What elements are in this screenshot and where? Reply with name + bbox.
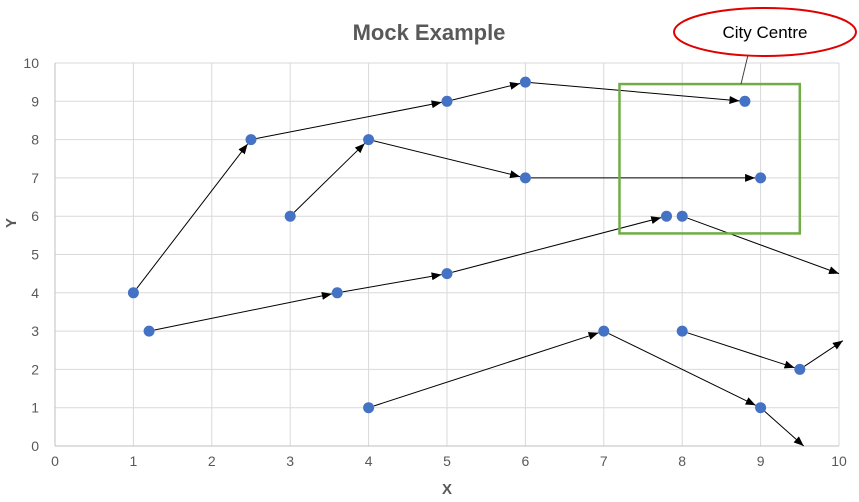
y-tick-label: 5 <box>31 247 39 263</box>
arrow-line <box>452 81 521 101</box>
arrow-line <box>342 272 442 293</box>
arrow-line <box>687 217 840 275</box>
x-tick-label: 6 <box>522 453 530 469</box>
data-point <box>441 95 453 107</box>
x-tick-label: 1 <box>130 453 138 469</box>
x-tick-label: 5 <box>443 453 451 469</box>
y-tick-label: 7 <box>31 170 39 186</box>
arrow-line <box>293 143 366 213</box>
y-tick-label: 8 <box>31 132 39 148</box>
y-tick-label: 10 <box>23 55 39 71</box>
y-tick-label: 0 <box>31 438 39 454</box>
data-point <box>441 268 453 280</box>
callout-label: City Centre <box>722 23 807 42</box>
x-axis-title: X <box>442 481 452 497</box>
x-tick-label: 8 <box>678 453 686 469</box>
data-point <box>676 210 688 222</box>
data-point <box>739 95 751 107</box>
data-points <box>127 76 806 414</box>
data-point <box>127 287 139 299</box>
data-point <box>284 210 296 222</box>
arrow-line <box>764 410 805 447</box>
y-tick-label: 3 <box>31 323 39 339</box>
data-point <box>245 134 257 146</box>
data-point <box>755 172 767 184</box>
arrow-line <box>373 332 599 407</box>
axes <box>54 63 839 447</box>
data-point <box>331 287 343 299</box>
y-tick-label: 1 <box>31 400 39 416</box>
tick-labels: 0 1 2 3 4 5 6 7 8 9 10 0 1 2 3 4 5 6 7 8 9 10 <box>23 55 847 469</box>
x-tick-label: 9 <box>757 453 765 469</box>
x-tick-label: 0 <box>51 453 59 469</box>
data-point <box>794 363 806 375</box>
y-tick-label: 4 <box>31 285 39 301</box>
data-point <box>519 172 531 184</box>
data-point <box>661 210 673 222</box>
arrow-line <box>154 291 332 331</box>
data-point <box>519 76 531 88</box>
data-point <box>363 402 375 414</box>
x-tick-label: 3 <box>286 453 294 469</box>
chart-title: Mock Example <box>353 20 506 45</box>
callout-ellipse <box>673 7 857 57</box>
arrow-line <box>687 332 795 369</box>
x-tick-label: 2 <box>208 453 216 469</box>
arrow-line <box>530 82 740 104</box>
arrow-line <box>608 333 756 406</box>
arrow-line <box>804 340 844 367</box>
arrow-line <box>256 100 442 140</box>
arrow-lines <box>136 81 844 447</box>
x-tick-label: 4 <box>365 453 373 469</box>
y-tick-label: 9 <box>31 93 39 109</box>
data-point <box>363 134 375 146</box>
arrow-line <box>373 140 521 179</box>
data-point <box>755 402 767 414</box>
arrow-line <box>136 143 249 289</box>
x-tick-label: 10 <box>831 453 847 469</box>
callout-leader-line <box>740 54 749 85</box>
data-point <box>676 325 688 337</box>
data-point <box>598 325 610 337</box>
grid-lines <box>55 62 840 446</box>
y-tick-label: 2 <box>31 361 39 377</box>
annotations: City Centre <box>618 7 857 235</box>
data-point <box>143 325 155 337</box>
y-tick-label: 6 <box>31 208 39 224</box>
arrow-line <box>452 216 662 273</box>
y-axis-title: Y <box>3 218 20 228</box>
x-tick-label: 7 <box>600 453 608 469</box>
city-centre-region <box>618 82 802 235</box>
